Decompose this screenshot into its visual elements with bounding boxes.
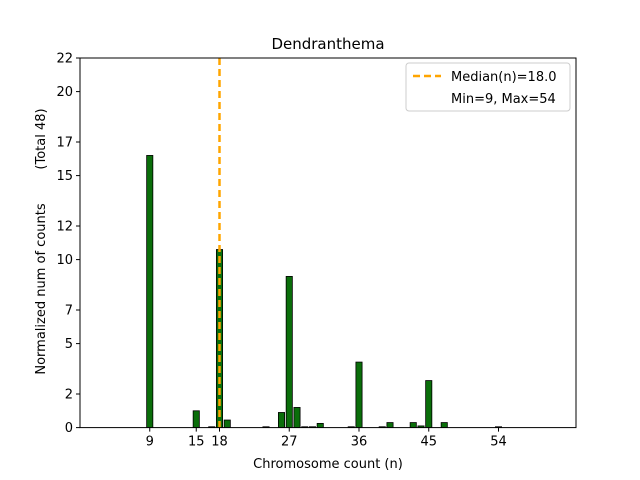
y-tick-label-10: 10 xyxy=(56,253,73,268)
bar-n-43 xyxy=(409,422,417,428)
y-tick-label-2: 2 xyxy=(65,388,73,403)
bar-n-26 xyxy=(277,412,285,429)
x-axis-label: Chromosome count (n) xyxy=(253,457,403,472)
x-tick-label-18: 18 xyxy=(211,435,228,450)
y-tick-label-5: 5 xyxy=(65,337,73,352)
y-axis-label: Normalized num of counts xyxy=(34,203,49,374)
legend-median-label: Median(n)=18.0 xyxy=(451,70,557,85)
bar-n-31 xyxy=(316,422,324,428)
x-tick-label-45: 45 xyxy=(420,435,437,450)
x-tick-label-15: 15 xyxy=(188,435,205,450)
x-ticks-group: 9 15 18 27 36 45 54 xyxy=(146,427,507,450)
x-tick-label-54: 54 xyxy=(490,435,507,450)
legend-box xyxy=(405,62,571,112)
y-tick-label-22: 22 xyxy=(56,52,73,67)
x-tick-label-36: 36 xyxy=(351,435,368,450)
bar-n-36 xyxy=(355,361,363,428)
y-tick-label-17: 17 xyxy=(56,136,73,151)
bar-n-9 xyxy=(146,155,154,429)
plot-frame xyxy=(79,57,577,429)
y-tick-label-15: 15 xyxy=(56,169,73,184)
x-tick-label-9: 9 xyxy=(146,435,154,450)
chart-title: Dendranthema xyxy=(271,35,384,53)
legend-minmax-label: Min=9, Max=54 xyxy=(451,92,556,107)
bar-n-45 xyxy=(425,380,433,428)
bar-n-27 xyxy=(285,275,293,428)
y-tick-label-20: 20 xyxy=(56,85,73,100)
y-axis-total-label: (Total 48) xyxy=(34,108,49,169)
legend: Median(n)=18.0 Min=9, Max=54 xyxy=(405,62,571,112)
y-tick-label-7: 7 xyxy=(65,304,73,319)
y-ticks-group: 0 2 5 7 10 12 15 17 20 22 xyxy=(56,52,80,436)
bar-n-19 xyxy=(223,419,231,429)
y-tick-label-12: 12 xyxy=(56,220,73,235)
bar-n-15 xyxy=(192,410,200,428)
y-tick-label-0: 0 xyxy=(65,421,73,436)
x-tick-label-27: 27 xyxy=(281,435,298,450)
bar-n-47 xyxy=(440,422,448,428)
bar-n-40 xyxy=(386,422,394,428)
bar-n-28 xyxy=(293,407,301,429)
